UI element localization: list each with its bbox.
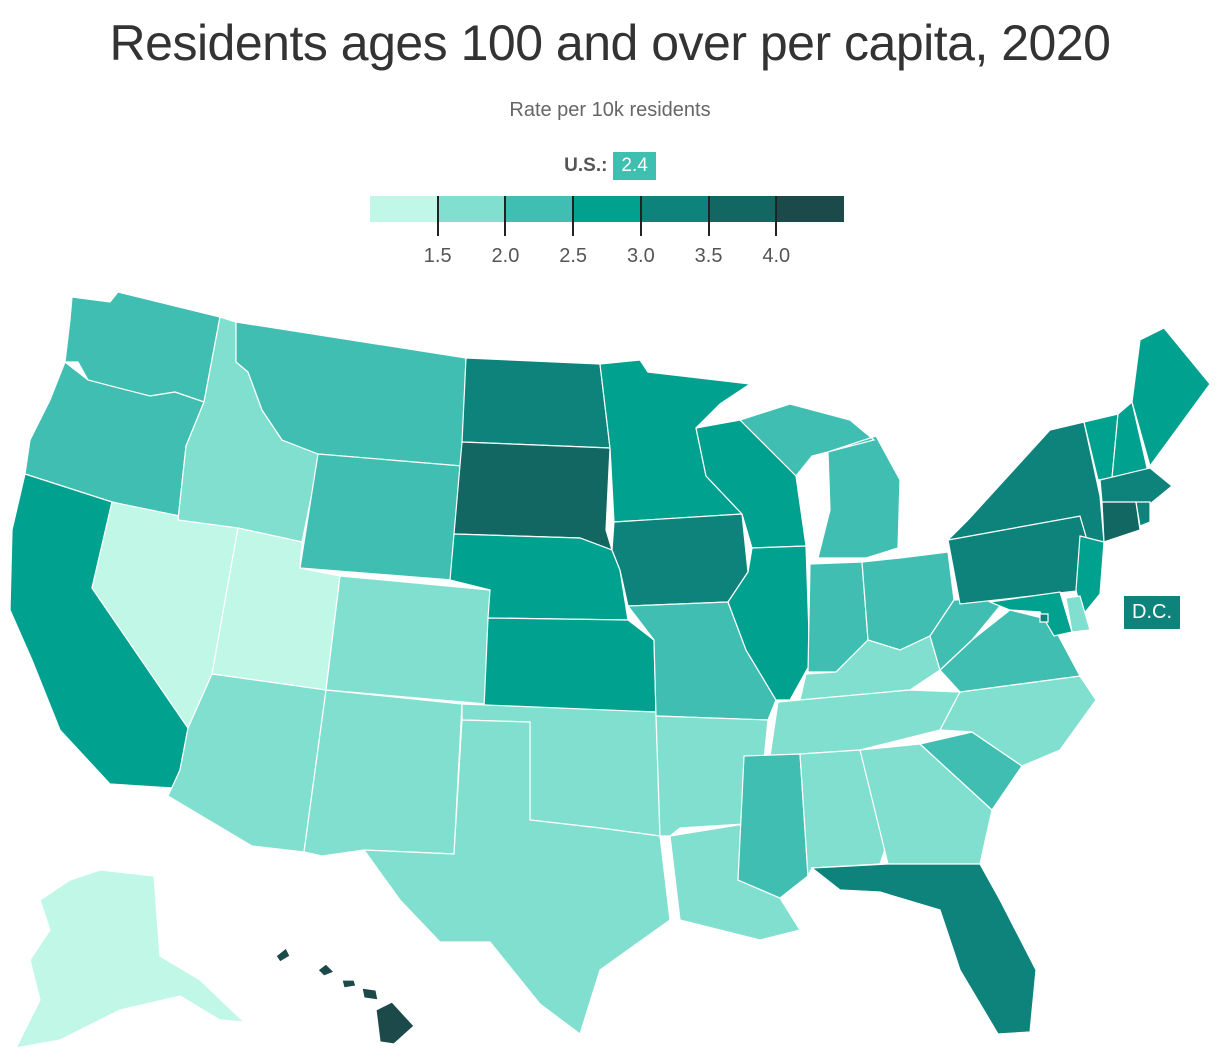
chart-title: Residents ages 100 and over per capita, … — [109, 15, 1111, 71]
legend-tick-label: 2.5 — [559, 245, 588, 267]
dc-badge: D.C. — [1124, 596, 1180, 629]
legend-swatch — [505, 196, 574, 222]
state-NM — [303, 689, 463, 857]
state-AR — [655, 715, 769, 837]
state-HI — [275, 947, 415, 1045]
legend-tick-label: 3.5 — [694, 245, 723, 267]
legend-tick — [707, 196, 710, 236]
legend-swatch — [776, 196, 845, 222]
state-MI — [738, 403, 901, 559]
state-CT — [1101, 501, 1141, 543]
state-MA — [1099, 467, 1173, 505]
state-DE — [1065, 595, 1091, 633]
us-average: U.S.: 2.4 — [0, 152, 1220, 180]
state-NJ — [1075, 535, 1105, 618]
us-average-value: 2.4 — [613, 152, 656, 180]
legend-tick-label: 4.0 — [762, 245, 791, 267]
state-SD — [453, 441, 613, 551]
state-IL — [727, 545, 811, 701]
legend-swatch — [573, 196, 641, 222]
state-IA — [611, 513, 749, 607]
legend-swatch — [437, 196, 506, 222]
state-WY — [299, 453, 463, 581]
legend-swatch — [640, 196, 709, 222]
legend-swatch — [708, 196, 777, 222]
legend-tick — [504, 196, 507, 236]
state-AK — [14, 869, 246, 1049]
state-ME — [1131, 327, 1211, 468]
legend-tick — [572, 196, 575, 236]
state-KS — [483, 617, 657, 713]
color-legend — [370, 196, 845, 222]
state-FL — [810, 863, 1037, 1035]
legend-tick — [436, 196, 439, 236]
us-choropleth-map — [9, 291, 1211, 1049]
legend-tick — [775, 196, 778, 236]
legend-tick-label: 2.0 — [491, 245, 520, 267]
state-CO — [325, 575, 491, 705]
state-MS — [737, 753, 809, 899]
chart-subtitle: Rate per 10k residents — [509, 99, 711, 121]
legend-swatch — [370, 196, 438, 222]
us-average-label: U.S.: — [564, 155, 608, 176]
legend-tick-label: 1.5 — [423, 245, 452, 267]
state-DC — [1039, 613, 1049, 623]
state-MD — [987, 591, 1073, 637]
legend-tick-label: 3.0 — [626, 245, 655, 267]
state-GA — [859, 743, 993, 865]
state-ND — [461, 357, 611, 449]
state-TX — [362, 719, 671, 1035]
legend-tick — [639, 196, 642, 236]
state-RI — [1135, 501, 1151, 527]
